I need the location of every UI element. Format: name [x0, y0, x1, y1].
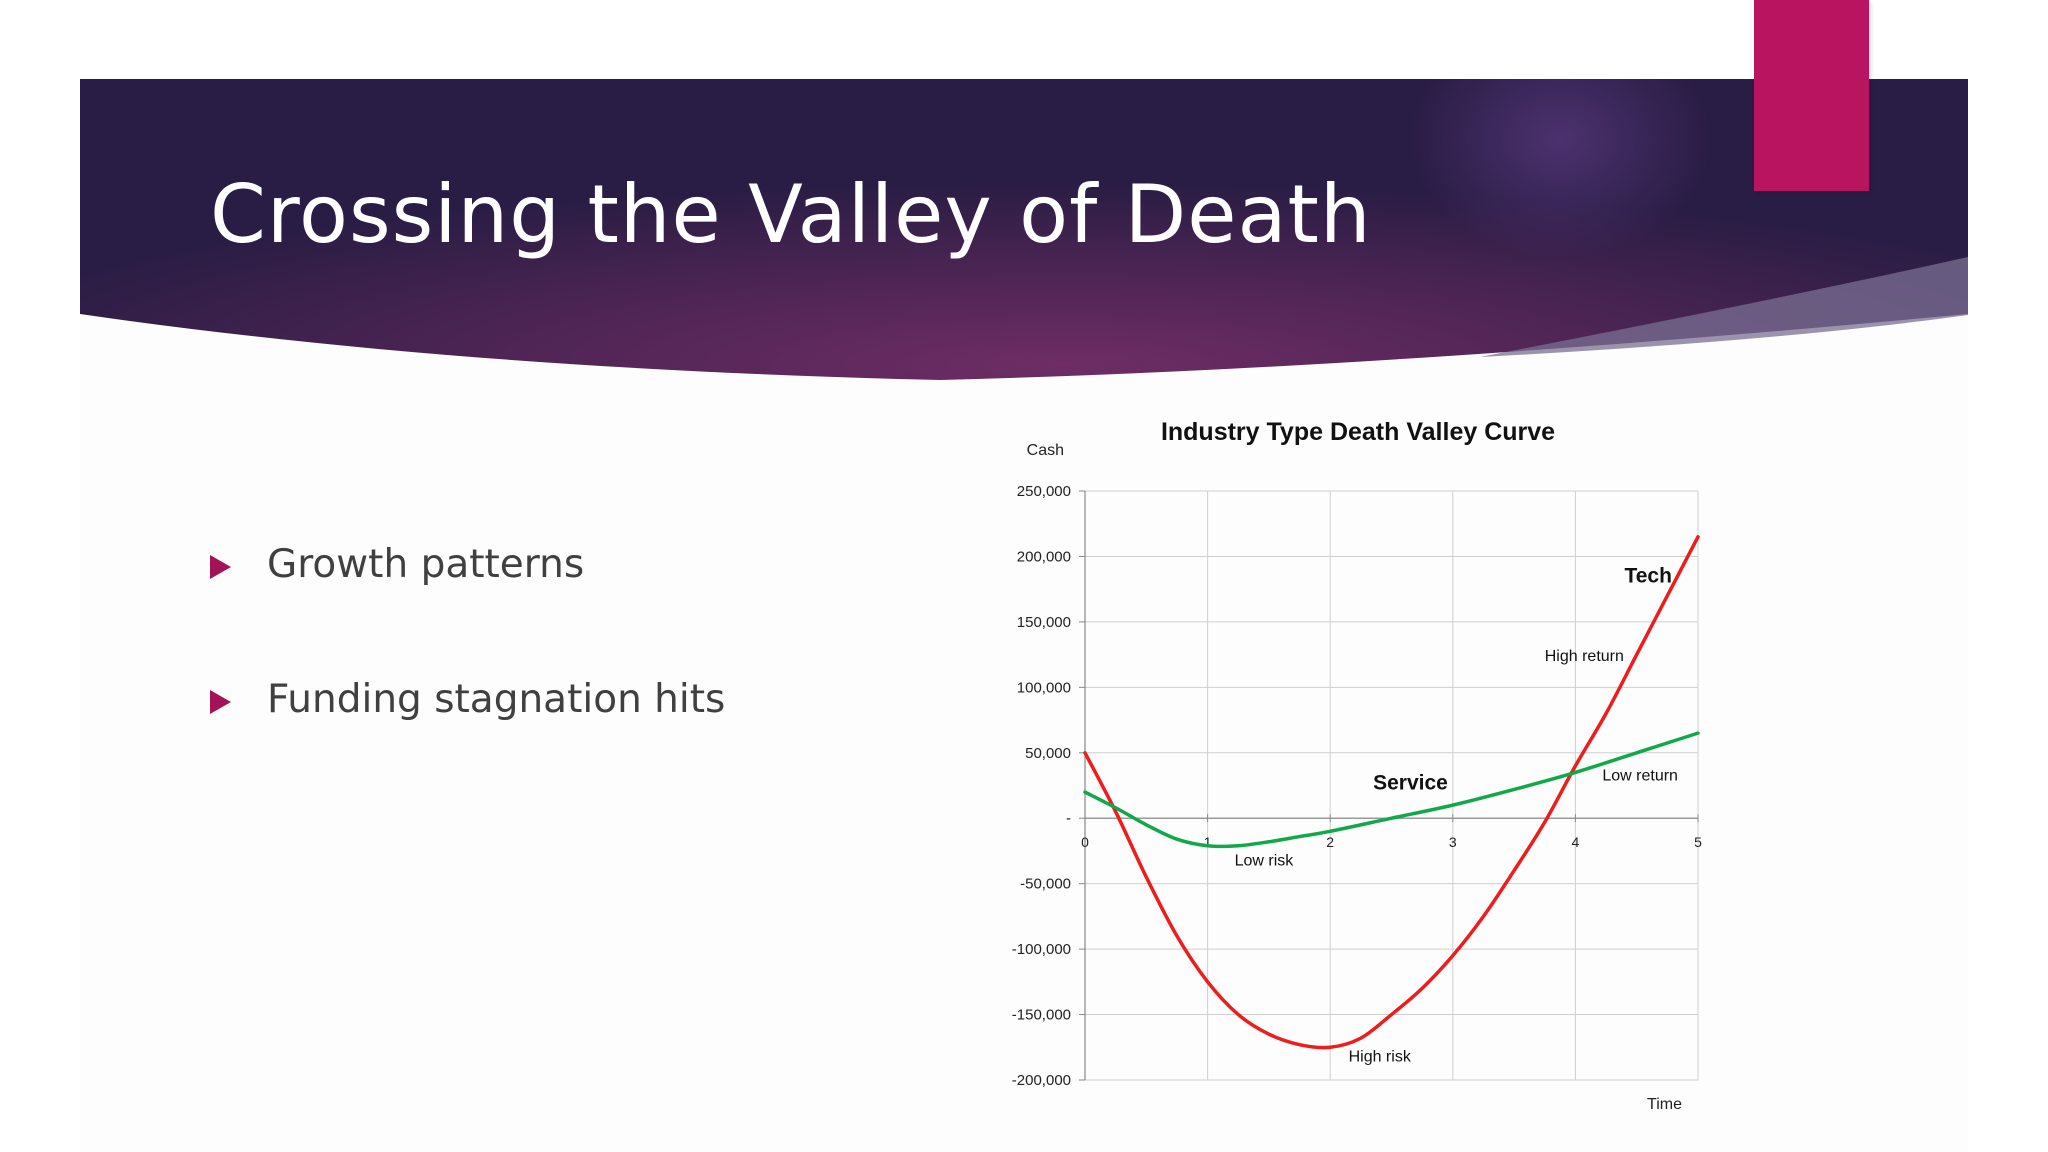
bullet-arrow-icon [210, 689, 231, 714]
y-tick-label: - [1066, 810, 1071, 827]
x-tick-label: 2 [1326, 834, 1334, 850]
accent-tab [1754, 0, 1869, 191]
bullet-arrow-icon [210, 554, 231, 579]
y-tick-labels: 250,000 200,000 150,000 100,000 50,000 - -50,0… [1012, 483, 1071, 1089]
death-valley-chart: 250,000 200,000 150,000 100,000 50,000 - -50,0… [1012, 418, 1702, 1113]
y-tick-label: -50,000 [1020, 876, 1071, 893]
y-tick-label: 100,000 [1017, 679, 1071, 696]
bullet-item: Funding stagnation hits [210, 677, 725, 722]
y-tick-label: -150,000 [1012, 1007, 1071, 1024]
y-tick-label: 200,000 [1017, 548, 1071, 565]
y-tick-label: 250,000 [1017, 483, 1071, 500]
x-tick-label: 1 [1204, 834, 1212, 850]
x-tick-label: 4 [1572, 834, 1580, 850]
y-tick-label: 50,000 [1025, 745, 1071, 762]
x-tick-label: 0 [1081, 834, 1089, 850]
chart-series [1083, 535, 1700, 1050]
chart-title: Industry Type Death Valley Curve [1161, 418, 1555, 446]
title-banner [80, 79, 1968, 380]
y-axis-label: Cash [1027, 442, 1064, 459]
chart-grid [1079, 490, 1699, 1081]
chart-annotations: Tech Service High return Low return Low risk… [1235, 565, 1678, 1066]
service-series-line [1083, 731, 1700, 849]
y-tick-label: 150,000 [1017, 614, 1071, 631]
x-tick-label: 5 [1694, 834, 1702, 850]
chart-annotation: Service [1373, 771, 1448, 794]
slide-title: Crossing the Valley of Death [210, 168, 1372, 261]
chart-annotation: Low return [1602, 767, 1678, 784]
chart-annotation: Tech [1624, 565, 1671, 588]
chart-annotation: High return [1545, 648, 1624, 665]
y-tick-label: -200,000 [1012, 1072, 1071, 1089]
y-tick-label: -100,000 [1012, 941, 1071, 958]
bullet-text: Funding stagnation hits [267, 677, 726, 722]
bullet-text: Growth patterns [267, 542, 585, 587]
x-tick-labels: 0 1 2 3 4 5 [1081, 834, 1702, 850]
tech-series-line [1083, 535, 1700, 1050]
x-tick-label: 3 [1449, 834, 1457, 850]
bullet-item: Growth patterns [210, 542, 584, 587]
chart-annotation: Low risk [1235, 852, 1295, 869]
x-axis-label: Time [1647, 1096, 1682, 1113]
chart-annotation: High risk [1349, 1049, 1412, 1066]
